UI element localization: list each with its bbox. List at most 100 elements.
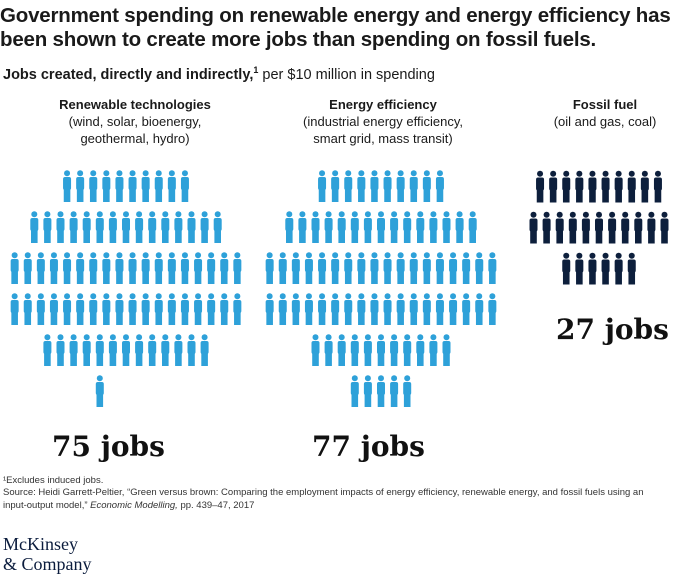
- person-icon: [311, 211, 320, 243]
- person-icon: [233, 252, 242, 284]
- person-icon: [82, 334, 91, 366]
- person-icon: [180, 252, 189, 284]
- person-icon: [154, 252, 163, 284]
- person-icon: [318, 252, 327, 284]
- logo-line-1: McKinsey: [3, 534, 78, 554]
- person-icon: [614, 252, 623, 285]
- person-icon: [409, 170, 418, 202]
- person-icon: [588, 252, 597, 285]
- person-icon: [82, 211, 91, 243]
- person-icon: [194, 293, 203, 325]
- person-icon: [442, 211, 451, 243]
- efficiency-header: Energy efficiency (industrial energy eff…: [268, 96, 498, 147]
- person-icon: [174, 211, 183, 243]
- person-icon: [370, 170, 379, 202]
- person-icon: [383, 252, 392, 284]
- person-icon: [390, 375, 399, 407]
- person-icon: [291, 293, 300, 325]
- person-icon: [180, 170, 189, 202]
- person-icon: [180, 293, 189, 325]
- person-icon: [95, 375, 104, 407]
- person-icon: [390, 334, 399, 366]
- person-icon: [416, 334, 425, 366]
- person-icon: [174, 334, 183, 366]
- person-icon: [43, 211, 52, 243]
- person-icon: [601, 252, 610, 285]
- person-icon: [154, 170, 163, 202]
- person-icon: [331, 170, 340, 202]
- person-icon: [344, 293, 353, 325]
- person-icon: [115, 293, 124, 325]
- person-icon: [422, 252, 431, 284]
- person-icon: [108, 334, 117, 366]
- person-icon: [167, 293, 176, 325]
- person-icon: [187, 334, 196, 366]
- person-icon: [357, 252, 366, 284]
- person-icon: [647, 211, 656, 244]
- subtitle-rest: per $10 million in spending: [258, 66, 435, 83]
- person-icon: [43, 334, 52, 366]
- person-icon: [36, 293, 45, 325]
- fossil-header: Fossil fuel (oil and gas, coal): [515, 96, 680, 130]
- person-icon: [462, 252, 471, 284]
- person-icon: [318, 170, 327, 202]
- person-icon: [23, 293, 32, 325]
- person-icon: [660, 211, 669, 244]
- efficiency-name: Energy efficiency: [329, 97, 437, 112]
- person-icon: [442, 334, 451, 366]
- person-icon: [403, 334, 412, 366]
- person-icon: [396, 293, 405, 325]
- person-icon: [575, 170, 584, 203]
- person-icon: [89, 293, 98, 325]
- person-icon: [575, 252, 584, 285]
- person-icon: [621, 211, 630, 244]
- footnote: ¹Excludes induced jobs.: [3, 475, 104, 486]
- person-icon: [213, 211, 222, 243]
- person-icon: [403, 375, 412, 407]
- person-icon: [344, 170, 353, 202]
- person-icon: [207, 252, 216, 284]
- efficiency-jobs-label: 77 jobs: [312, 430, 425, 463]
- source-journal: Economic Modelling,: [90, 499, 178, 511]
- person-icon: [102, 170, 111, 202]
- chart-title: Government spending on renewable energy …: [0, 4, 671, 51]
- person-icon: [462, 293, 471, 325]
- subtitle-bold: Jobs created, directly and indirectly,: [3, 66, 254, 83]
- footnote-marker: 1: [253, 65, 259, 75]
- person-icon: [363, 334, 372, 366]
- person-icon: [429, 211, 438, 243]
- person-icon: [69, 334, 78, 366]
- person-icon: [76, 170, 85, 202]
- fossil-name: Fossil fuel: [572, 97, 638, 112]
- chart-subtitle: Jobs created, directly and indirectly,1 …: [3, 65, 435, 83]
- person-icon: [154, 293, 163, 325]
- person-icon: [455, 211, 464, 243]
- person-icon: [449, 293, 458, 325]
- person-icon: [207, 293, 216, 325]
- person-icon: [377, 334, 385, 366]
- person-icon: [56, 334, 65, 366]
- person-icon: [200, 334, 209, 366]
- person-icon: [337, 211, 346, 243]
- person-icon: [89, 170, 98, 202]
- source-note: Source: Heidi Garrett-Peltier, “Green ve…: [3, 487, 663, 512]
- person-icon: [76, 293, 85, 325]
- person-icon: [318, 293, 327, 325]
- person-icon: [416, 211, 425, 243]
- person-icon: [220, 252, 229, 284]
- person-icon: [475, 293, 484, 325]
- person-icon: [167, 252, 176, 284]
- person-icon: [337, 334, 346, 366]
- person-icon: [422, 170, 431, 202]
- person-icon: [409, 252, 418, 284]
- person-icon: [363, 375, 372, 407]
- person-icon: [49, 293, 58, 325]
- source-text: Source: Heidi Garrett-Peltier, “Green ve…: [3, 487, 644, 511]
- person-icon: [23, 252, 32, 284]
- person-icon: [357, 293, 366, 325]
- person-icon: [161, 334, 170, 366]
- person-icon: [194, 252, 203, 284]
- person-icon: [370, 252, 379, 284]
- person-icon: [278, 252, 287, 284]
